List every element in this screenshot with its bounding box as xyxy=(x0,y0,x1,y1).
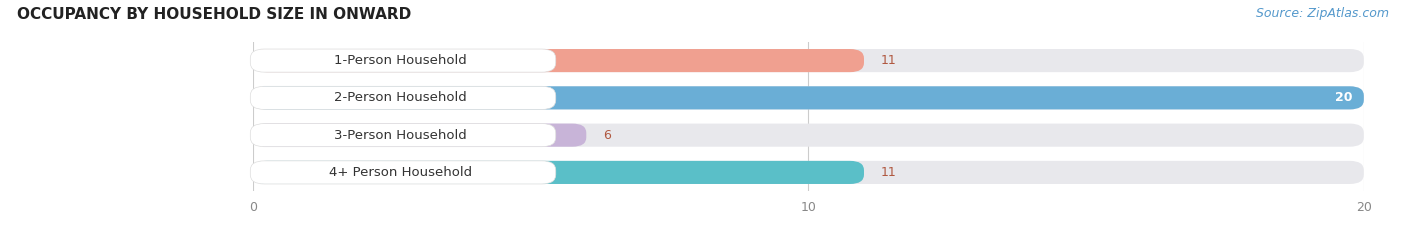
FancyBboxPatch shape xyxy=(253,123,586,147)
FancyBboxPatch shape xyxy=(253,49,863,72)
FancyBboxPatch shape xyxy=(250,49,555,72)
Text: 20: 20 xyxy=(1336,91,1353,104)
FancyBboxPatch shape xyxy=(253,49,1364,72)
Text: 11: 11 xyxy=(880,54,897,67)
Text: 1-Person Household: 1-Person Household xyxy=(333,54,467,67)
Text: 4+ Person Household: 4+ Person Household xyxy=(329,166,472,179)
FancyBboxPatch shape xyxy=(250,86,555,110)
FancyBboxPatch shape xyxy=(253,161,1364,184)
FancyBboxPatch shape xyxy=(250,123,555,147)
Text: 11: 11 xyxy=(880,166,897,179)
Text: 6: 6 xyxy=(603,129,610,142)
FancyBboxPatch shape xyxy=(253,123,1364,147)
FancyBboxPatch shape xyxy=(253,86,1364,110)
Text: Source: ZipAtlas.com: Source: ZipAtlas.com xyxy=(1256,7,1389,20)
Text: 3-Person Household: 3-Person Household xyxy=(333,129,467,142)
Text: OCCUPANCY BY HOUSEHOLD SIZE IN ONWARD: OCCUPANCY BY HOUSEHOLD SIZE IN ONWARD xyxy=(17,7,411,22)
Text: 2-Person Household: 2-Person Household xyxy=(333,91,467,104)
FancyBboxPatch shape xyxy=(250,161,555,184)
FancyBboxPatch shape xyxy=(253,86,1364,110)
FancyBboxPatch shape xyxy=(253,161,863,184)
